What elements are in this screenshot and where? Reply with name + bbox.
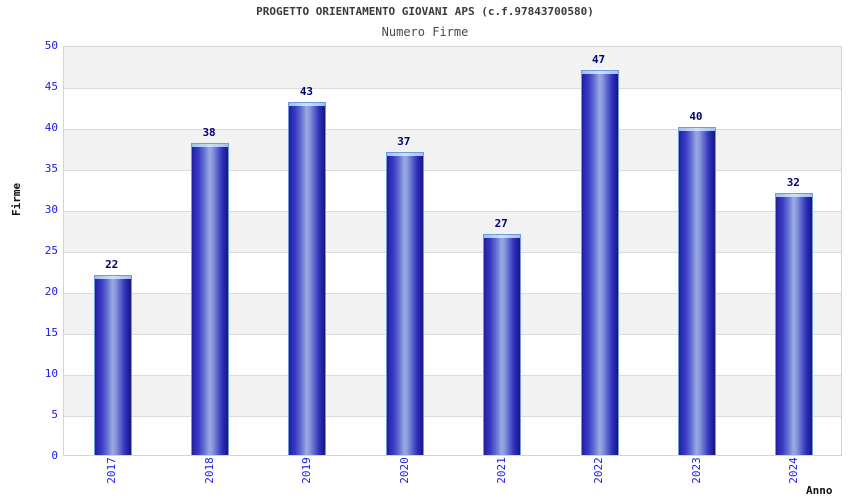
gridline [64, 252, 841, 253]
y-axis-tick-label: 10 [44, 367, 58, 380]
x-axis-tick-text: 2018 [202, 457, 216, 484]
x-axis-tick-label: 2022 [579, 457, 619, 484]
background-band [64, 47, 841, 88]
bar[interactable] [93, 274, 132, 455]
x-axis-tick-label: 2021 [481, 457, 521, 484]
y-axis-tick-label: 40 [44, 121, 58, 134]
bar-value-label: 47 [591, 52, 606, 66]
x-axis-tick-text: 2022 [592, 457, 606, 484]
bar-value-label: 37 [397, 134, 411, 148]
bar-value-label: 43 [299, 85, 314, 99]
y-axis-ticks: 0 5 10 15 20 25 30 35 40 45 50 [12, 0, 58, 500]
y-axis-tick-label: 20 [44, 285, 58, 298]
chart-subtitle: Numero Firme [381, 25, 469, 39]
gridline [64, 170, 841, 171]
gridline [64, 416, 841, 417]
x-axis-tick-label: 2024 [773, 457, 813, 484]
bar-value-label: 40 [689, 110, 703, 123]
x-axis-tick-label: 2017 [92, 457, 132, 484]
bar[interactable] [385, 151, 424, 455]
y-axis-tick-label: 50 [44, 39, 58, 52]
x-axis-tick-text: 2024 [786, 457, 800, 484]
bars-layer [64, 47, 841, 455]
gridline [64, 88, 841, 89]
x-axis-title: Anno [806, 484, 833, 497]
gridline [64, 129, 841, 130]
y-axis-tick-label: 35 [44, 162, 58, 175]
bar[interactable] [483, 233, 522, 455]
bar[interactable] [580, 69, 619, 455]
x-axis-tick-text: 2021 [494, 457, 508, 484]
y-axis-tick-label: 45 [44, 80, 58, 93]
x-axis-tick-text: 2017 [105, 457, 119, 484]
bar[interactable] [191, 143, 230, 455]
bar[interactable] [288, 102, 327, 455]
bar-value-label: 32 [786, 175, 800, 189]
y-axis-title: Firme [10, 182, 23, 216]
x-axis-tick-text: 2020 [397, 457, 411, 484]
x-axis-tick-label: 2018 [189, 457, 229, 484]
x-axis-tick-text: 2019 [299, 457, 313, 484]
bar-value-label: 27 [494, 216, 508, 230]
bar[interactable] [775, 192, 814, 455]
bar[interactable] [677, 127, 716, 455]
gridline [64, 211, 841, 212]
x-axis-tick-label: 2020 [384, 457, 424, 484]
plot-area [63, 46, 842, 456]
x-axis-tick-text: 2023 [689, 457, 703, 484]
y-axis-tick-label: 30 [44, 203, 58, 216]
y-axis-tick-label: 25 [44, 244, 58, 257]
bar-value-label: 38 [202, 126, 216, 140]
y-axis-tick-label: 5 [51, 408, 58, 421]
y-axis-tick-label: 15 [44, 326, 58, 339]
x-axis-tick-label: 2019 [286, 457, 326, 484]
gridline [64, 293, 841, 294]
gridline [64, 375, 841, 376]
gridline [64, 334, 841, 335]
y-axis-tick-label: 0 [51, 449, 58, 462]
chart-title: PROGETTO ORIENTAMENTO GIOVANI APS (c.f.9… [256, 5, 594, 18]
x-axis-tick-label: 2023 [676, 457, 716, 484]
bar-value-label: 22 [105, 257, 119, 271]
